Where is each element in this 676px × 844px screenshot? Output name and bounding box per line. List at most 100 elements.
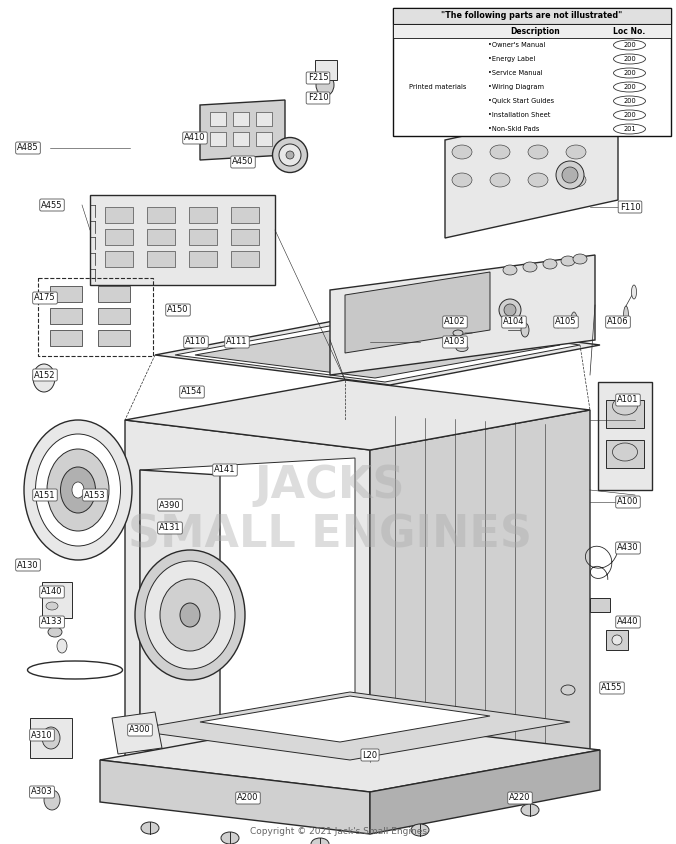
Ellipse shape bbox=[42, 727, 60, 749]
Polygon shape bbox=[42, 582, 72, 618]
Text: A200: A200 bbox=[237, 793, 259, 803]
Ellipse shape bbox=[311, 838, 329, 844]
Text: A430: A430 bbox=[617, 544, 639, 553]
Text: F210: F210 bbox=[308, 94, 329, 102]
Ellipse shape bbox=[72, 482, 84, 498]
Text: 200: 200 bbox=[623, 98, 636, 104]
Bar bbox=[105, 229, 133, 245]
Text: 200: 200 bbox=[623, 112, 636, 118]
Text: A151: A151 bbox=[34, 490, 55, 500]
Text: A154: A154 bbox=[181, 387, 203, 397]
Polygon shape bbox=[125, 420, 370, 790]
Ellipse shape bbox=[279, 144, 301, 166]
Polygon shape bbox=[445, 102, 618, 238]
Text: A104: A104 bbox=[503, 317, 525, 327]
Bar bbox=[256, 132, 272, 146]
Polygon shape bbox=[200, 100, 285, 160]
Text: A110: A110 bbox=[185, 338, 207, 347]
Bar bbox=[606, 630, 628, 650]
Text: A153: A153 bbox=[84, 490, 106, 500]
Ellipse shape bbox=[160, 579, 220, 651]
Polygon shape bbox=[330, 255, 595, 375]
Ellipse shape bbox=[631, 285, 637, 299]
Ellipse shape bbox=[145, 561, 235, 669]
Polygon shape bbox=[370, 750, 600, 834]
Text: •Energy Label: •Energy Label bbox=[488, 56, 535, 62]
Text: •Owner's Manual: •Owner's Manual bbox=[488, 42, 546, 48]
Text: A103: A103 bbox=[444, 338, 466, 347]
Text: •Installation Sheet: •Installation Sheet bbox=[488, 112, 550, 118]
Ellipse shape bbox=[528, 145, 548, 159]
Ellipse shape bbox=[36, 434, 120, 546]
Text: A440: A440 bbox=[617, 618, 639, 626]
Ellipse shape bbox=[561, 256, 575, 266]
Ellipse shape bbox=[566, 173, 586, 187]
Bar bbox=[231, 229, 259, 245]
Text: "The following parts are not illustrated": "The following parts are not illustrated… bbox=[441, 12, 623, 20]
Bar bbox=[590, 598, 610, 612]
Text: F110: F110 bbox=[620, 203, 640, 212]
Bar bbox=[105, 207, 133, 223]
Bar bbox=[98, 286, 130, 302]
Polygon shape bbox=[155, 315, 600, 385]
Ellipse shape bbox=[571, 312, 577, 328]
Ellipse shape bbox=[490, 145, 510, 159]
Text: Loc No.: Loc No. bbox=[613, 26, 646, 35]
Bar bbox=[256, 112, 272, 126]
Polygon shape bbox=[370, 410, 590, 790]
Ellipse shape bbox=[135, 550, 245, 680]
Ellipse shape bbox=[24, 420, 132, 560]
Bar bbox=[233, 112, 249, 126]
Text: A390: A390 bbox=[159, 500, 180, 510]
Polygon shape bbox=[130, 692, 570, 760]
Ellipse shape bbox=[44, 790, 60, 810]
Bar bbox=[105, 251, 133, 267]
Text: A133: A133 bbox=[41, 618, 63, 626]
Bar bbox=[315, 60, 337, 80]
Bar bbox=[606, 440, 644, 468]
Text: A303: A303 bbox=[31, 787, 53, 797]
Bar bbox=[210, 132, 226, 146]
Polygon shape bbox=[112, 712, 162, 754]
Bar bbox=[231, 207, 259, 223]
Ellipse shape bbox=[521, 804, 539, 816]
Ellipse shape bbox=[503, 265, 517, 275]
Text: A410: A410 bbox=[185, 133, 206, 143]
Ellipse shape bbox=[566, 145, 586, 159]
Ellipse shape bbox=[623, 306, 629, 326]
Text: Printed materials: Printed materials bbox=[409, 84, 466, 90]
Polygon shape bbox=[140, 458, 355, 778]
Polygon shape bbox=[175, 318, 580, 382]
Text: 200: 200 bbox=[623, 42, 636, 48]
Ellipse shape bbox=[573, 254, 587, 264]
Polygon shape bbox=[125, 380, 590, 450]
Polygon shape bbox=[90, 195, 275, 285]
Bar bbox=[50, 308, 82, 324]
Ellipse shape bbox=[48, 627, 62, 637]
Text: Description: Description bbox=[510, 26, 560, 35]
Polygon shape bbox=[345, 272, 490, 353]
Ellipse shape bbox=[556, 161, 584, 189]
Polygon shape bbox=[30, 718, 72, 758]
Bar bbox=[50, 330, 82, 346]
Ellipse shape bbox=[286, 151, 294, 159]
Bar bbox=[393, 8, 671, 24]
Bar bbox=[147, 207, 175, 223]
Text: A485: A485 bbox=[17, 143, 39, 153]
Ellipse shape bbox=[523, 262, 537, 272]
Ellipse shape bbox=[561, 685, 575, 695]
Ellipse shape bbox=[612, 635, 622, 645]
Ellipse shape bbox=[141, 822, 159, 834]
Text: A300: A300 bbox=[129, 726, 151, 734]
Text: A100: A100 bbox=[617, 497, 639, 506]
Bar bbox=[50, 286, 82, 302]
Text: A150: A150 bbox=[167, 306, 189, 315]
Bar bbox=[231, 251, 259, 267]
Bar bbox=[189, 251, 217, 267]
Ellipse shape bbox=[453, 330, 463, 336]
Ellipse shape bbox=[33, 364, 55, 392]
Bar bbox=[189, 229, 217, 245]
Text: A102: A102 bbox=[444, 317, 466, 327]
Text: A155: A155 bbox=[601, 684, 623, 692]
Bar bbox=[98, 330, 130, 346]
